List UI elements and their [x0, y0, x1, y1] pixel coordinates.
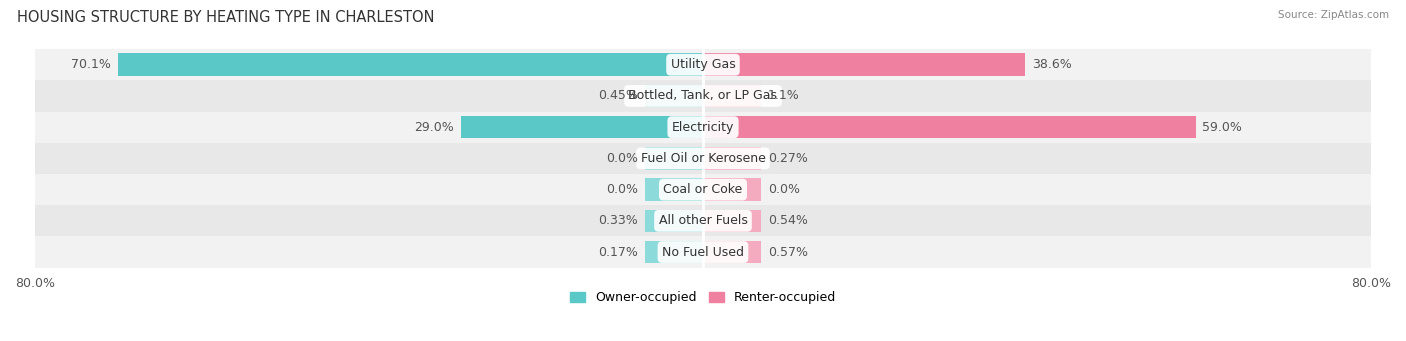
Text: 0.0%: 0.0% [768, 183, 800, 196]
Bar [461, 116, 703, 138]
Bar [703, 178, 762, 201]
Bar [644, 210, 703, 232]
Bar [644, 85, 703, 107]
Text: 0.33%: 0.33% [598, 214, 638, 227]
Bar [35, 49, 1371, 80]
Bar [35, 143, 1371, 174]
Text: 0.0%: 0.0% [606, 152, 638, 165]
Bar [703, 210, 762, 232]
Text: 70.1%: 70.1% [72, 58, 111, 71]
Bar [35, 236, 1371, 268]
Legend: Owner-occupied, Renter-occupied: Owner-occupied, Renter-occupied [565, 286, 841, 310]
Bar [118, 54, 703, 76]
Text: Source: ZipAtlas.com: Source: ZipAtlas.com [1278, 10, 1389, 20]
Text: 1.1%: 1.1% [768, 89, 800, 102]
Bar [703, 147, 762, 169]
Text: All other Fuels: All other Fuels [658, 214, 748, 227]
Text: Utility Gas: Utility Gas [671, 58, 735, 71]
Bar [35, 205, 1371, 236]
Text: Bottled, Tank, or LP Gas: Bottled, Tank, or LP Gas [628, 89, 778, 102]
Text: No Fuel Used: No Fuel Used [662, 246, 744, 258]
Text: Coal or Coke: Coal or Coke [664, 183, 742, 196]
Bar [703, 85, 762, 107]
Text: 38.6%: 38.6% [1032, 58, 1071, 71]
Bar [35, 80, 1371, 112]
Bar [703, 116, 1195, 138]
Text: HOUSING STRUCTURE BY HEATING TYPE IN CHARLESTON: HOUSING STRUCTURE BY HEATING TYPE IN CHA… [17, 10, 434, 25]
Text: 0.54%: 0.54% [768, 214, 808, 227]
Bar [35, 112, 1371, 143]
Bar [35, 174, 1371, 205]
Bar [703, 54, 1025, 76]
Bar [703, 241, 762, 263]
Bar [644, 241, 703, 263]
Text: 0.57%: 0.57% [768, 246, 808, 258]
Bar [644, 178, 703, 201]
Text: 0.0%: 0.0% [606, 183, 638, 196]
Text: 0.45%: 0.45% [598, 89, 638, 102]
Text: 59.0%: 59.0% [1202, 121, 1243, 134]
Bar [644, 147, 703, 169]
Text: 0.17%: 0.17% [598, 246, 638, 258]
Text: Electricity: Electricity [672, 121, 734, 134]
Text: Fuel Oil or Kerosene: Fuel Oil or Kerosene [641, 152, 765, 165]
Text: 0.27%: 0.27% [768, 152, 808, 165]
Text: 29.0%: 29.0% [415, 121, 454, 134]
